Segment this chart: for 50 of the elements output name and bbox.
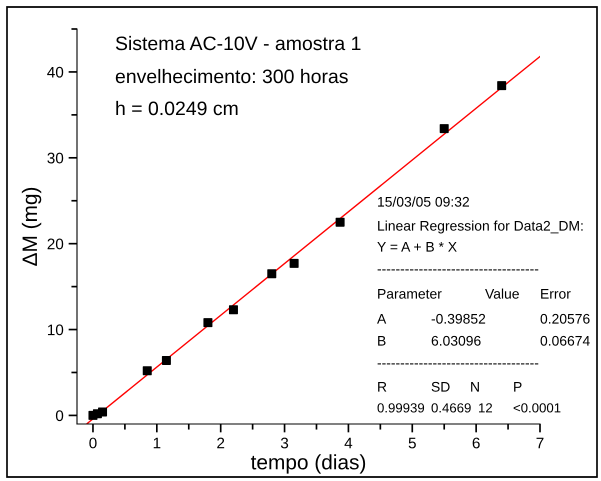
text: envelhecimento: 300 horas <box>116 68 348 84</box>
annotation: 15/03/05 09:32 <box>378 196 469 207</box>
annotation: SD <box>432 382 450 392</box>
x-tick-label: 1 <box>154 438 160 448</box>
y-tick-label: 40 <box>47 66 64 78</box>
x-tick-label: 6 <box>472 438 480 448</box>
point <box>228 305 238 314</box>
point <box>142 366 152 376</box>
point <box>203 318 212 328</box>
annotation: 12 <box>479 403 492 412</box>
text: 0.06674 <box>540 336 590 346</box>
x-tick-label: 4 <box>344 438 352 448</box>
annotation: Parameter <box>378 289 442 299</box>
x-tick-label: 0 <box>89 438 97 448</box>
point <box>336 218 345 227</box>
annotation: B <box>378 336 386 346</box>
annotation: P <box>514 382 522 392</box>
chart-title: Sistema AC-10V - amostra 1 <box>116 36 360 50</box>
annotation: Y = A + B * X <box>377 242 457 252</box>
annotation: 0.4669 <box>432 403 471 413</box>
annotation: 6.03096 <box>432 336 481 346</box>
y-axis-title: ΔM (mg) <box>22 188 42 266</box>
y-tick-label: 0 <box>56 410 64 422</box>
annotation: <0.0001 <box>514 403 560 413</box>
point <box>162 356 171 365</box>
annotation: ----------------------------------- <box>378 363 538 364</box>
annotation: ----------------------------------- <box>378 269 538 270</box>
annotation: N <box>471 382 479 392</box>
annotation: Linear Regression for Data2_DM: <box>378 220 583 234</box>
point <box>497 81 506 90</box>
annotation: 0.99939 <box>378 403 424 413</box>
x-tick-label: 3 <box>280 438 288 448</box>
text: 0.20576 <box>540 314 590 324</box>
point <box>440 124 449 134</box>
y-tick-label: 30 <box>47 152 64 164</box>
y-tick-label: 10 <box>48 324 64 336</box>
annotation: A <box>377 314 386 324</box>
x-tick-label: 7 <box>536 438 544 448</box>
y-tick-label: 20 <box>48 238 64 250</box>
annotation: -0.39852 <box>432 314 486 324</box>
x-tick-label: 2 <box>217 438 224 448</box>
annotation: h = 0.0249 cm <box>116 100 238 116</box>
annotation: R <box>378 382 386 392</box>
annotation: Value <box>485 288 519 299</box>
x-tick-label: 5 <box>408 438 416 448</box>
x-axis-title: tempo (dias) <box>250 454 366 474</box>
text: Error <box>541 289 571 299</box>
point <box>290 258 299 268</box>
point <box>267 269 276 278</box>
point <box>98 407 108 416</box>
